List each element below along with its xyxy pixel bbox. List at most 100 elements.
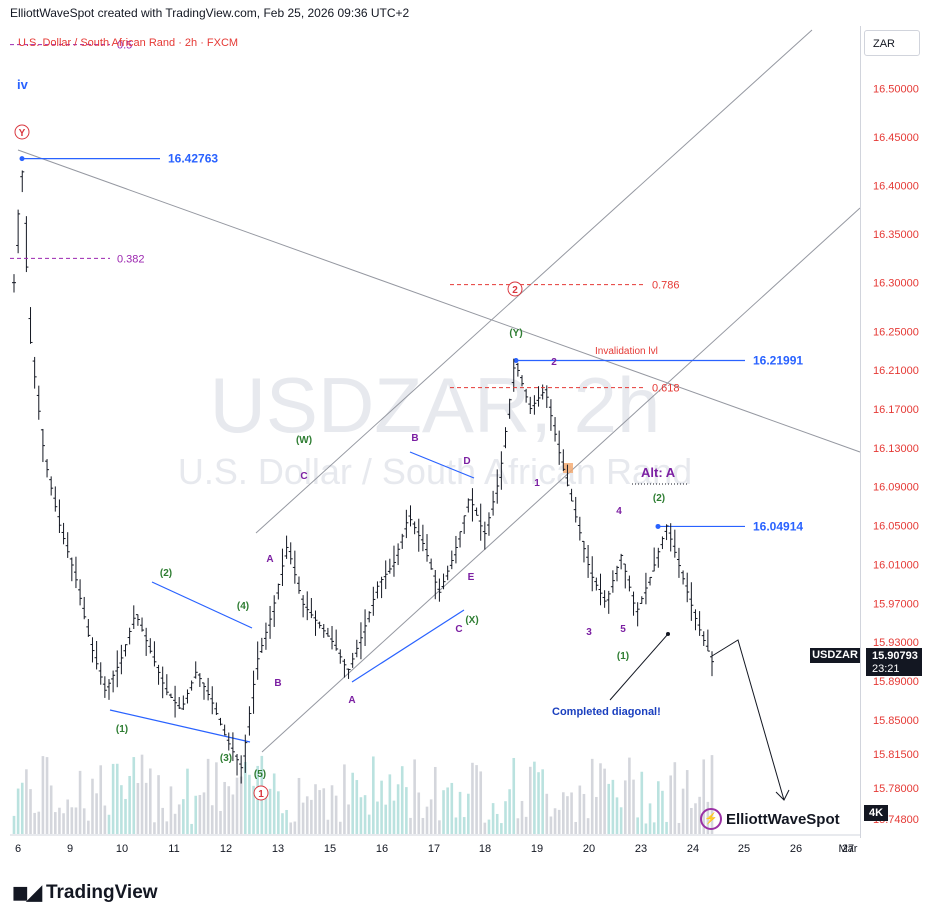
volume-bar	[425, 806, 429, 834]
price-bar	[379, 576, 384, 599]
elliottwavespot-brand[interactable]: ⚡ ElliottWaveSpot	[700, 808, 840, 830]
channel-lower[interactable]	[261, 207, 861, 753]
wave-label: (1)	[617, 651, 629, 662]
volume-bar	[516, 818, 520, 834]
volume-bar	[186, 768, 189, 834]
volume-bar	[500, 823, 503, 834]
volume-bar	[351, 772, 354, 834]
volume-bar	[239, 776, 243, 834]
projection-path[interactable]	[711, 639, 785, 801]
channel-upper[interactable]	[255, 29, 813, 534]
price-bar	[140, 617, 145, 632]
price-bar	[152, 641, 157, 667]
volume-bar	[652, 822, 656, 834]
price-bar	[425, 534, 430, 562]
price-bar	[123, 644, 128, 657]
time-tick-label: 20	[583, 843, 595, 855]
wave-label: C	[455, 624, 462, 635]
price-bar	[16, 209, 21, 254]
price-bar	[672, 529, 677, 558]
volume-bar	[161, 807, 164, 834]
volume-bar	[343, 764, 346, 834]
volume-bar	[586, 818, 590, 834]
price-bar	[296, 576, 301, 594]
wave-label-ring	[507, 281, 523, 297]
price-bar	[243, 734, 248, 773]
price-bar	[69, 557, 74, 582]
volume-bar	[289, 822, 293, 834]
price-bar	[565, 464, 570, 487]
volume-bar	[62, 813, 65, 834]
volume-bar	[16, 788, 20, 834]
volume-bar	[41, 756, 45, 834]
time-tick-label: 23	[635, 843, 647, 855]
elliottwavespot-label: ElliottWaveSpot	[726, 810, 840, 828]
price-bar	[280, 548, 285, 587]
volume-bar	[644, 823, 648, 834]
fib-label: 0.618	[652, 383, 680, 395]
wave-label: (W)	[296, 435, 312, 446]
price-bar	[540, 384, 545, 400]
volume-bar	[599, 763, 602, 834]
alt-label: Alt: A	[641, 465, 676, 480]
volume-bar	[462, 817, 466, 834]
price-bar	[553, 417, 558, 442]
price-bar	[98, 662, 103, 685]
volume-bar	[524, 816, 528, 834]
volume-bar	[322, 788, 326, 834]
triangle-lower-line[interactable]	[351, 609, 465, 683]
price-bar	[482, 521, 487, 550]
price-tick-label: 16.25000	[873, 326, 919, 338]
price-bar	[284, 535, 289, 559]
volume-bar	[29, 789, 32, 834]
time-tick-label: 10	[116, 843, 128, 855]
price-bar	[346, 668, 351, 679]
price-bar	[466, 498, 471, 513]
volume-bar	[103, 805, 107, 834]
volume-bar	[487, 819, 491, 834]
pointer-dot	[666, 632, 670, 636]
volume-bar	[45, 757, 49, 834]
triangle-upper-line[interactable]	[409, 451, 475, 479]
price-bar	[437, 578, 442, 602]
price-bar	[404, 509, 409, 539]
price-axis[interactable]: 16.50000 16.45000 16.40000 16.35000 16.30000…	[860, 26, 938, 838]
volume-bar	[458, 791, 462, 834]
price-bar	[697, 611, 702, 636]
price-tick-label: 15.78000	[873, 783, 919, 795]
trendline-resistance[interactable]	[17, 149, 861, 453]
volume-bar	[37, 811, 41, 834]
price-bar	[532, 395, 537, 415]
wave-label: B	[274, 678, 281, 689]
price-bar	[429, 558, 434, 570]
volume-bar	[429, 799, 433, 834]
volume-bar	[305, 796, 309, 834]
degree-label: iv	[17, 77, 29, 92]
diagonal-lower-line[interactable]	[109, 709, 251, 743]
price-bar	[119, 644, 124, 675]
price-bar	[710, 651, 714, 677]
tradingview-logo[interactable]: ◼◢ TradingView	[12, 880, 158, 905]
volume-bar	[467, 793, 470, 834]
volume-bar	[537, 772, 540, 834]
price-bar	[643, 572, 648, 605]
price-bar	[627, 575, 632, 592]
time-tick-label: 18	[479, 843, 491, 855]
currency-selector[interactable]: ZAR	[864, 30, 920, 56]
price-bar	[263, 622, 268, 650]
diagonal-upper-line[interactable]	[151, 581, 253, 629]
price-tick-label: 16.09000	[873, 482, 919, 494]
price-tick-label: 15.89000	[873, 676, 919, 688]
volume-bar	[685, 770, 689, 834]
wave-label: (5)	[254, 769, 266, 780]
volume-bar	[574, 821, 578, 834]
volume-bar	[74, 807, 78, 834]
volume-bar	[388, 774, 392, 834]
price-bar	[268, 605, 273, 639]
volume-bar	[66, 799, 69, 834]
price-bar	[693, 609, 698, 631]
price-bar	[363, 609, 368, 647]
price-bar	[635, 602, 640, 627]
wave-label-ring	[14, 124, 30, 140]
